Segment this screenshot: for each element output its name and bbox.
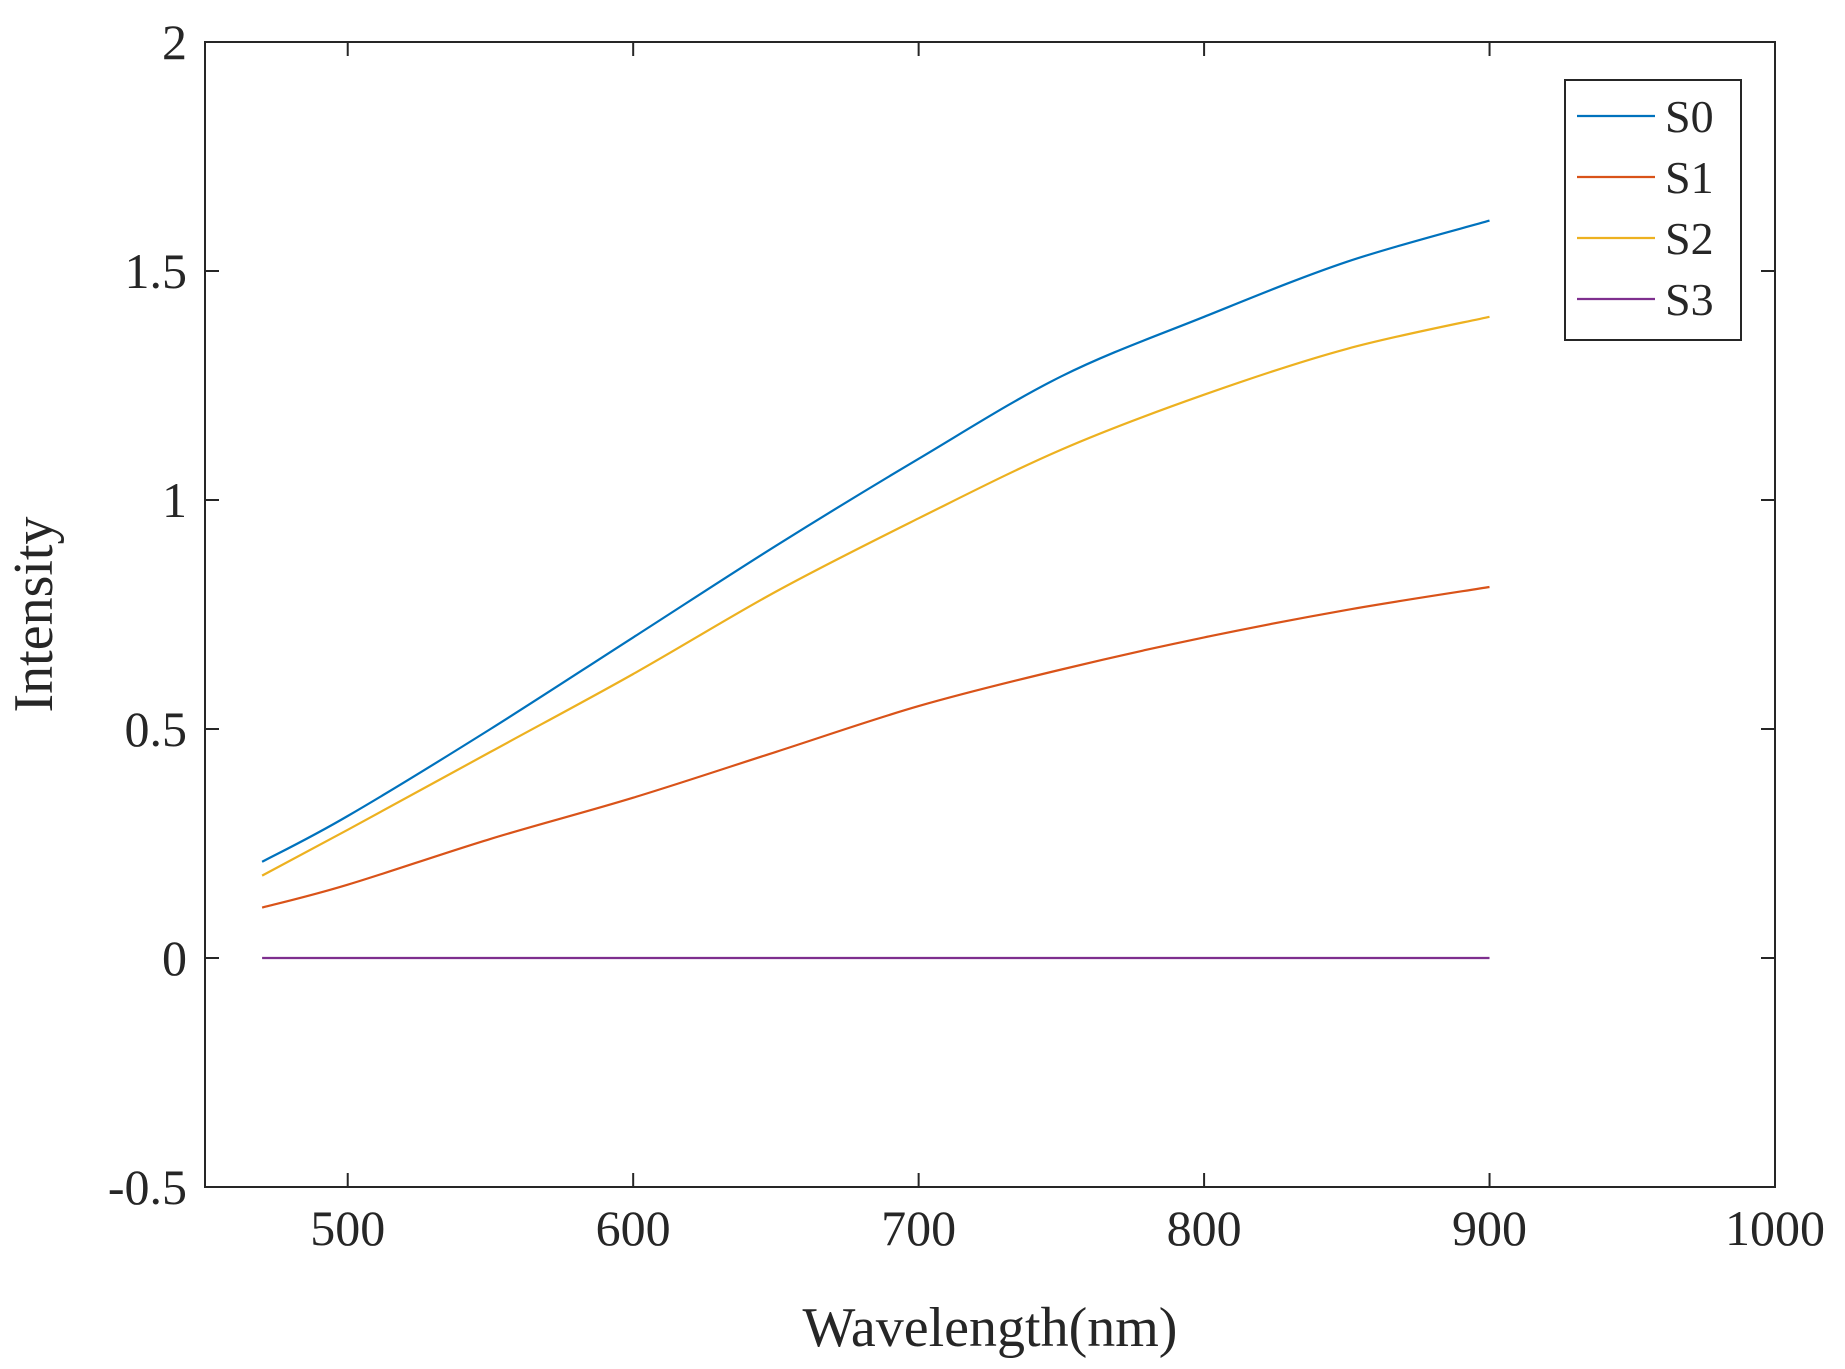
- x-axis-label: Wavelength(nm): [803, 1297, 1178, 1359]
- y-tick-label: 2: [162, 14, 187, 70]
- series-line-s1: [261, 585, 1490, 909]
- legend-box: [1564, 79, 1742, 341]
- series-line-s0: [261, 219, 1490, 863]
- legend-label: S1: [1665, 152, 1714, 203]
- legend: S0 S1 S2 S3: [1564, 79, 1742, 341]
- x-tick-label: 800: [1167, 1200, 1242, 1256]
- x-tick-label: 700: [881, 1200, 956, 1256]
- legend-label: S0: [1665, 91, 1714, 142]
- y-tick-label: 0: [162, 930, 187, 986]
- series-line-s2: [261, 315, 1490, 877]
- series-lines: [261, 219, 1490, 960]
- y-tick-label: -0.5: [108, 1159, 187, 1215]
- legend-label: S3: [1665, 274, 1714, 325]
- legend-label: S2: [1665, 213, 1714, 264]
- x-tick-label: 900: [1452, 1200, 1527, 1256]
- y-tick-label: 1: [162, 472, 187, 528]
- y-tick-label: 0.5: [125, 701, 188, 757]
- x-tick-label: 500: [310, 1200, 385, 1256]
- plot-area: [204, 41, 1776, 1188]
- y-tick-label: 1.5: [125, 243, 188, 299]
- axis-ticks: 500 600 700 800 900 1000 -0.5 0 0.5 1 1.5 2: [108, 14, 1825, 1256]
- y-axis-label: Intensity: [3, 517, 65, 713]
- x-tick-label: 1000: [1725, 1200, 1825, 1256]
- x-tick-label: 600: [596, 1200, 671, 1256]
